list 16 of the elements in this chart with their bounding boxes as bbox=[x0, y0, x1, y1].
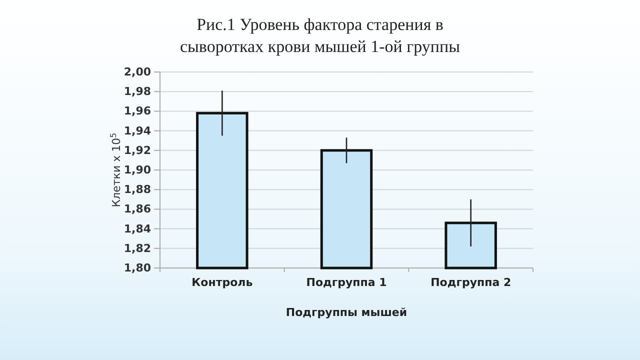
y-tick-label: 1,88 bbox=[124, 183, 151, 196]
y-tick-label: 1,98 bbox=[124, 85, 151, 98]
y-tick-label: 1,96 bbox=[124, 104, 152, 118]
y-tick-label: 1,92 bbox=[124, 144, 151, 157]
y-tick-label: 1,86 bbox=[124, 202, 152, 216]
y-tick-label: 1,94 bbox=[124, 124, 152, 138]
y-tick-label: 1,82 bbox=[124, 242, 151, 255]
y-tick-label: 1,84 bbox=[124, 222, 152, 236]
y-tick-label: 1,90 bbox=[124, 164, 152, 177]
x-axis-title: Подгруппы мышей bbox=[286, 306, 408, 319]
y-tick-label: 2,00 bbox=[124, 66, 152, 79]
x-tick-label: Контроль bbox=[192, 276, 253, 289]
x-tick-label: Подгруппа 2 bbox=[430, 276, 512, 289]
y-tick-label: 1,80 bbox=[124, 262, 152, 275]
x-tick-label: Подгруппа 1 bbox=[306, 276, 387, 289]
chart-title: Рис.1 Уровень фактора старения в сыворотках крови мышей 1-ой группы bbox=[180, 15, 461, 56]
